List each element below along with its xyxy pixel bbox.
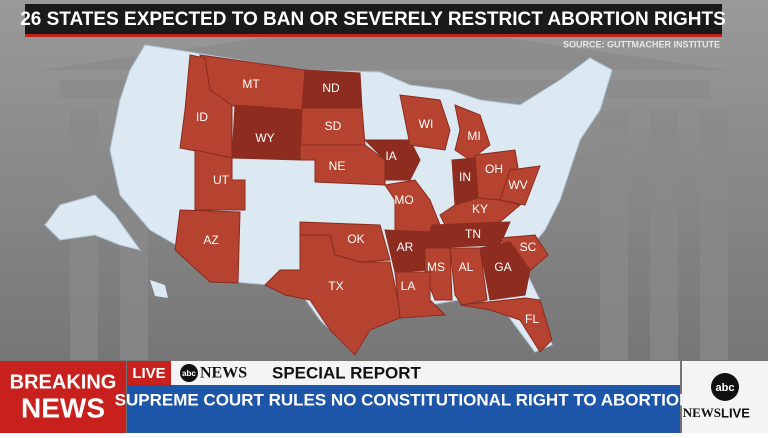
state: FL <box>459 297 553 353</box>
program-bar <box>171 361 680 385</box>
breaking-text: BREAKING <box>10 371 117 393</box>
lower-third: BREAKING NEWS LIVE abc NEWS SPECIAL REPO… <box>0 361 768 433</box>
title-box <box>25 4 722 36</box>
state: ND <box>301 69 363 109</box>
network-news: NEWS <box>200 365 247 382</box>
state-label: TN <box>465 227 481 241</box>
program: SPECIAL REPORT <box>272 363 422 382</box>
state-label: AR <box>397 240 414 254</box>
logo: abc <box>716 382 735 394</box>
state-label: AZ <box>203 233 218 247</box>
hawaii <box>150 280 168 298</box>
abc-bug <box>180 364 198 382</box>
state: SD <box>299 107 366 146</box>
state: ID <box>179 54 233 159</box>
logo-circle <box>711 373 739 401</box>
state-label: IN <box>459 170 471 184</box>
state: IN <box>451 157 479 206</box>
state-label: OH <box>485 162 503 176</box>
state: MS <box>424 247 453 301</box>
state-label: IA <box>385 149 396 163</box>
state-label: NE <box>329 159 346 173</box>
state: WY <box>231 104 303 161</box>
live-box <box>127 361 171 385</box>
state-label: MO <box>394 193 413 207</box>
state: MO <box>384 179 441 233</box>
state: MI <box>454 104 491 161</box>
state: AL <box>449 247 488 306</box>
state-label: MS <box>427 260 445 274</box>
network: abc <box>182 369 196 378</box>
state: WI <box>399 94 451 151</box>
state-label: FL <box>525 312 539 326</box>
state: AZ <box>174 209 241 284</box>
state-label: WV <box>508 178 527 192</box>
state-label: WY <box>255 131 274 145</box>
headline: SUPREME COURT RULES NO CONSTITUTIONAL RI… <box>115 390 692 409</box>
state-label: UT <box>213 173 230 187</box>
state-label: AL <box>459 260 474 274</box>
alaska <box>44 194 142 251</box>
headline-bar <box>127 385 680 433</box>
logo-news: NEWS <box>683 405 721 420</box>
source: SOURCE: GUTTMACHER INSTITUTE <box>563 39 720 49</box>
live-text: LIVE <box>132 365 165 382</box>
state-label: MT <box>242 77 260 91</box>
state: TX <box>264 234 401 356</box>
state-label: KY <box>472 202 488 216</box>
state-label: LA <box>401 279 416 293</box>
state-label: TX <box>328 279 343 293</box>
state: NE <box>299 144 386 186</box>
state-label: OK <box>347 232 364 246</box>
title: 26 STATES EXPECTED TO BAN OR SEVERELY RE… <box>20 9 726 30</box>
state-label: GA <box>494 260 511 274</box>
state: KY <box>439 197 522 226</box>
state: WV <box>499 165 541 206</box>
news-text: NEWS <box>21 392 105 423</box>
state-label: SC <box>520 240 537 254</box>
state: TN <box>424 221 511 249</box>
logo-live: LIVE <box>721 405 750 420</box>
state-label: WI <box>419 117 434 131</box>
state-label: SD <box>325 119 342 133</box>
restricting-states: MT ND SD WY ID NE IA WI MI IN OH WV KY U… <box>174 54 553 356</box>
breaking-box <box>0 361 126 433</box>
state-label: ID <box>196 110 208 124</box>
state-label: ND <box>322 81 340 95</box>
state: GA <box>479 241 531 301</box>
state-label: MI <box>467 129 480 143</box>
title-underline <box>25 34 722 37</box>
